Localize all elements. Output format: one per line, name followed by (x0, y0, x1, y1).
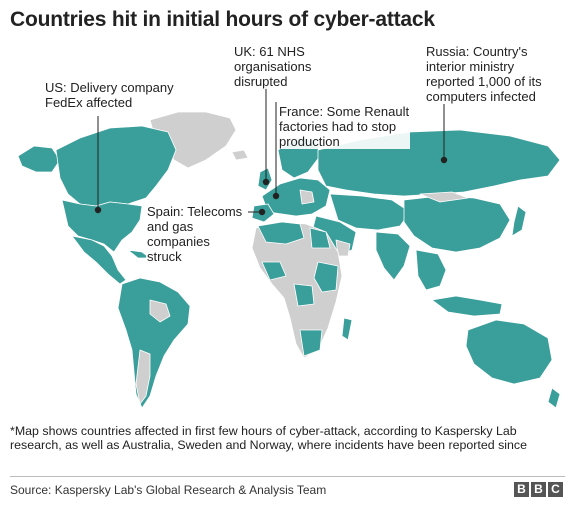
region-south-america (117, 277, 191, 409)
region-east-africa (313, 261, 339, 293)
source-line: Source: Kaspersky Lab's Global Research … (10, 483, 327, 497)
us-marker (94, 206, 102, 214)
region-china (403, 195, 511, 253)
region-se-asia (415, 249, 447, 291)
uk-marker (262, 178, 270, 186)
region-alaska (17, 145, 61, 173)
region-north-africa (257, 221, 305, 245)
map-title: Countries hit in initial hours of cyber-… (10, 8, 435, 31)
region-canada (55, 125, 177, 207)
region-madagascar (341, 317, 353, 341)
russia-callout: Russia: Country's interior ministry repo… (425, 44, 543, 104)
uk-callout: UK: 61 NHS organisations disrupted (233, 44, 313, 89)
bbc-logo-letter: B (531, 482, 546, 497)
us-callout: US: Delivery company FedEx affected (44, 80, 175, 110)
russia-marker (440, 156, 448, 164)
region-japan (511, 205, 527, 237)
region-europe (261, 177, 331, 217)
footnote: *Map shows countries affected in first f… (10, 424, 528, 452)
spain-callout: Spain: Telecoms and gas companies struck (146, 204, 244, 264)
region-central-africa (293, 283, 315, 307)
france-marker (272, 192, 280, 200)
region-central-asia (329, 193, 411, 231)
bbc-logo-letter: B (514, 482, 529, 497)
region-south-africa (299, 329, 323, 357)
region-europe-grey (299, 189, 315, 205)
footer-divider (10, 476, 565, 477)
region-new-zealand (547, 387, 561, 409)
bbc-logo-letter: C (548, 482, 563, 497)
region-mongolia (419, 191, 469, 203)
region-west-africa (261, 261, 287, 281)
region-indonesia (431, 295, 503, 317)
france-callout: France: Some Renault factories had to st… (278, 104, 411, 149)
region-mexico (71, 235, 127, 285)
bbc-logo: B B C (514, 482, 563, 497)
region-egypt (309, 227, 331, 249)
region-argentina (135, 349, 151, 405)
region-usa (61, 199, 143, 253)
region-australia (465, 319, 553, 385)
region-south-america-grey (149, 299, 171, 323)
region-iceland (231, 149, 249, 161)
spain-marker (258, 208, 266, 216)
region-india (375, 231, 411, 281)
